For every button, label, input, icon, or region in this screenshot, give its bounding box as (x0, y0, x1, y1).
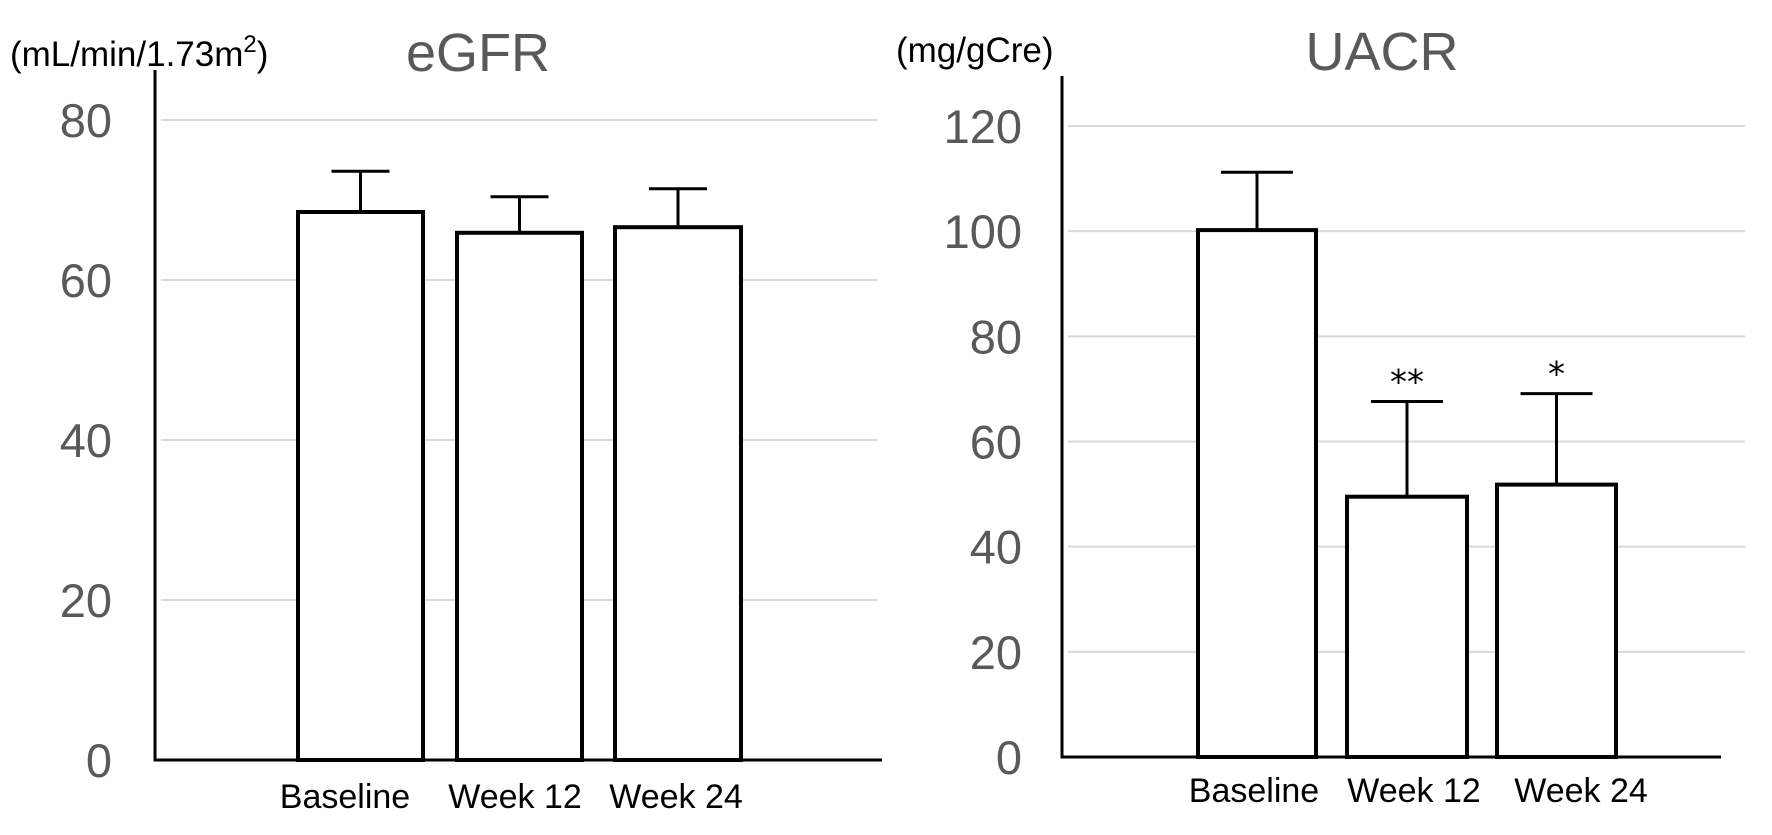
uacr-significance-marker: * (1548, 355, 1565, 395)
uacr-chart-title: UACR (1305, 22, 1458, 82)
uacr-axes (1060, 76, 1721, 759)
uacr-y-tick-label: 80 (970, 310, 1022, 363)
egfr-y-tick-label: 60 (60, 254, 112, 307)
uacr-bar-week-12 (1345, 494, 1469, 759)
egfr-y-tick-label: 80 (60, 94, 112, 147)
egfr-y-unit-label: (mL/min/1.73m2) (10, 31, 268, 74)
egfr-y-tick-label: 0 (86, 734, 112, 787)
uacr-y-tick-label: 40 (970, 521, 1022, 574)
egfr-axes (153, 70, 882, 762)
uacr-chart: (mg/gCre) UACR 020406080100120Baseline**… (896, 22, 1745, 810)
uacr-y-tick-label: 120 (944, 100, 1022, 153)
uacr-y-tick-label: 60 (970, 416, 1022, 469)
uacr-y-unit-label: (mg/gCre) (896, 31, 1054, 70)
egfr-bar-week-12 (455, 230, 584, 763)
egfr-y-tick-label: 20 (60, 574, 112, 627)
uacr-x-category-label: Week 24 (1514, 772, 1648, 810)
uacr-significance-marker: ** (1390, 363, 1424, 403)
egfr-bar-baseline (296, 210, 425, 762)
egfr-bar-week-24 (613, 225, 743, 762)
uacr-x-category-label: Baseline (1189, 772, 1319, 810)
egfr-x-category-label: Baseline (280, 778, 410, 816)
uacr-x-category-label: Week 12 (1347, 772, 1481, 810)
egfr-chart: (mL/min/1.73m2) eGFR 0 20 40 60 80 Baseline We… (10, 23, 882, 816)
egfr-x-category-label: Week 24 (609, 778, 743, 816)
egfr-y-tick-label: 40 (60, 414, 112, 467)
egfr-chart-title: eGFR (406, 23, 550, 83)
uacr-y-tick-label: 20 (970, 626, 1022, 679)
uacr-y-tick-label: 0 (996, 731, 1022, 784)
uacr-bar-baseline (1196, 228, 1318, 760)
uacr-y-tick-label: 100 (944, 205, 1022, 258)
egfr-x-category-label: Week 12 (448, 778, 582, 816)
uacr-bar-week-24 (1495, 482, 1618, 759)
